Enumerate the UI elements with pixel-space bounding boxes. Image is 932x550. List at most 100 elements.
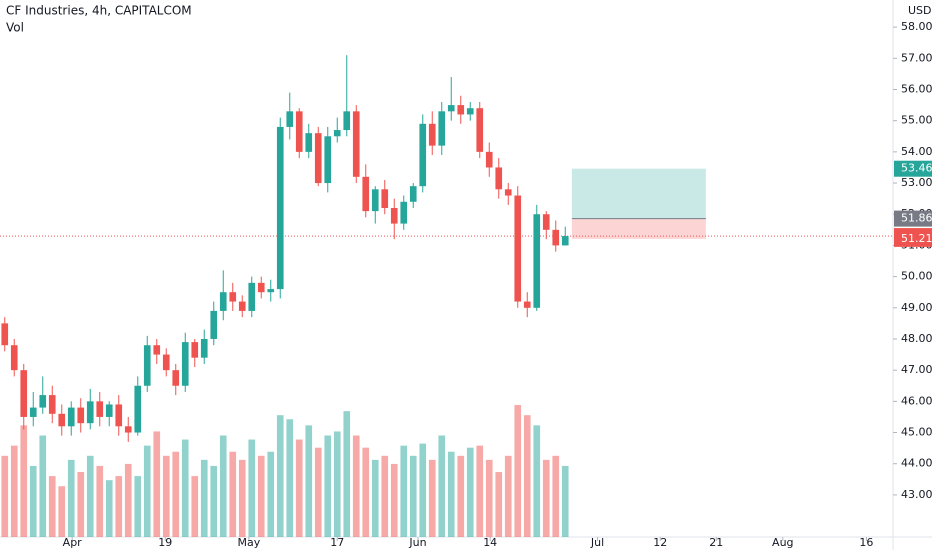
position-layer [0, 168, 893, 239]
volume-bar [115, 476, 123, 537]
candle-body [115, 404, 123, 427]
target-badge [894, 160, 932, 177]
volume-label: Vol [6, 21, 24, 35]
candle-body [229, 292, 237, 302]
y-tick-label: 48.00 [901, 332, 932, 345]
candle-body [200, 338, 208, 358]
volume-bar [552, 455, 560, 537]
candle-body [466, 108, 474, 115]
x-tick-label: 21 [709, 536, 723, 549]
volume-bar [305, 425, 313, 537]
candle-body [514, 195, 522, 302]
x-tick-label: May [238, 536, 261, 549]
x-tick-label: 19 [158, 536, 172, 549]
y-tick-label: 49.00 [901, 301, 932, 314]
volume-bar [523, 415, 531, 537]
volume-bar [533, 425, 541, 537]
candle-body [362, 176, 370, 212]
candle-body [276, 126, 284, 290]
volume-layer [1, 405, 569, 537]
candle-body [447, 105, 455, 112]
stop-badge-label: 51.21 [901, 232, 932, 245]
candle-body [238, 301, 246, 311]
candle-body [409, 186, 417, 202]
candle-body [67, 407, 75, 427]
x-tick-label: Aug [772, 536, 793, 549]
candle-body [58, 413, 66, 427]
volume-bar [504, 455, 512, 537]
candle-body [343, 111, 351, 131]
candle-body [305, 133, 313, 152]
candle-body [542, 214, 550, 230]
volume-bar [29, 465, 37, 537]
candle-body [352, 111, 360, 177]
y-tick-label: 47.00 [901, 363, 932, 376]
volume-bar [295, 439, 303, 537]
candle-body [324, 136, 332, 184]
volume-bar [200, 459, 208, 537]
volume-bar [371, 459, 379, 537]
axis-layer: 43.00 44.00 45.00 46.00 47.00 48.00 49.00 50.00… [63, 20, 932, 549]
y-tick-label: 54.00 [901, 145, 932, 158]
y-tick-label: 46.00 [901, 394, 932, 407]
candle-body [267, 289, 275, 293]
volume-bar [495, 472, 503, 537]
volume-bar [514, 405, 522, 537]
candle-body [96, 401, 104, 417]
volume-bar [219, 435, 227, 537]
volume-bar [438, 435, 446, 537]
volume-bar [352, 435, 360, 537]
candle-body [10, 345, 18, 371]
volume-bar [124, 463, 132, 537]
entry-badge [894, 210, 932, 227]
volume-bar [1, 455, 9, 537]
candle-body [191, 342, 199, 358]
volume-bar [143, 445, 151, 537]
candle-body [105, 404, 113, 417]
volume-bar [153, 431, 161, 537]
volume-bar [257, 455, 265, 537]
volume-bar [362, 447, 370, 537]
y-tick-label: 58.00 [901, 20, 932, 33]
y-tick-label: 43.00 [901, 488, 932, 501]
volume-bar [67, 459, 75, 537]
volume-bar [276, 415, 284, 537]
symbol-title: CF Industries, 4h, CAPITALCOM [6, 4, 192, 18]
y-tick-label: 56.00 [901, 83, 932, 96]
candle-body [153, 345, 161, 355]
volume-bar [466, 447, 474, 537]
volume-bar [409, 455, 417, 537]
volume-bar [343, 411, 351, 537]
candle-body [295, 111, 303, 152]
y-tick-label: 45.00 [901, 426, 932, 439]
volume-bar [77, 472, 85, 537]
volume-bar [400, 445, 408, 537]
candle-body [438, 111, 446, 146]
volume-bar [39, 435, 47, 537]
volume-bar [229, 451, 237, 537]
volume-bar [381, 455, 389, 537]
candle-body [286, 111, 294, 127]
candle-body [552, 229, 560, 246]
x-tick-label: Apr [63, 536, 83, 549]
candle-body [457, 105, 465, 115]
volume-bar [447, 451, 455, 537]
candle-body [143, 345, 151, 386]
volume-bar [333, 431, 341, 537]
volume-bar [419, 443, 427, 537]
volume-bar [58, 486, 66, 537]
target-badge-label: 53.46 [901, 162, 932, 175]
candle-body [504, 189, 512, 196]
candle-body [381, 189, 389, 209]
volume-bar [542, 459, 550, 537]
candle-body [257, 282, 265, 293]
candle-body [20, 370, 28, 417]
volume-bar [286, 419, 294, 537]
stop-badge [894, 230, 932, 247]
candle-body [77, 407, 85, 424]
candle-body [39, 395, 47, 408]
target-zone [571, 168, 706, 219]
candle-body [495, 167, 503, 190]
